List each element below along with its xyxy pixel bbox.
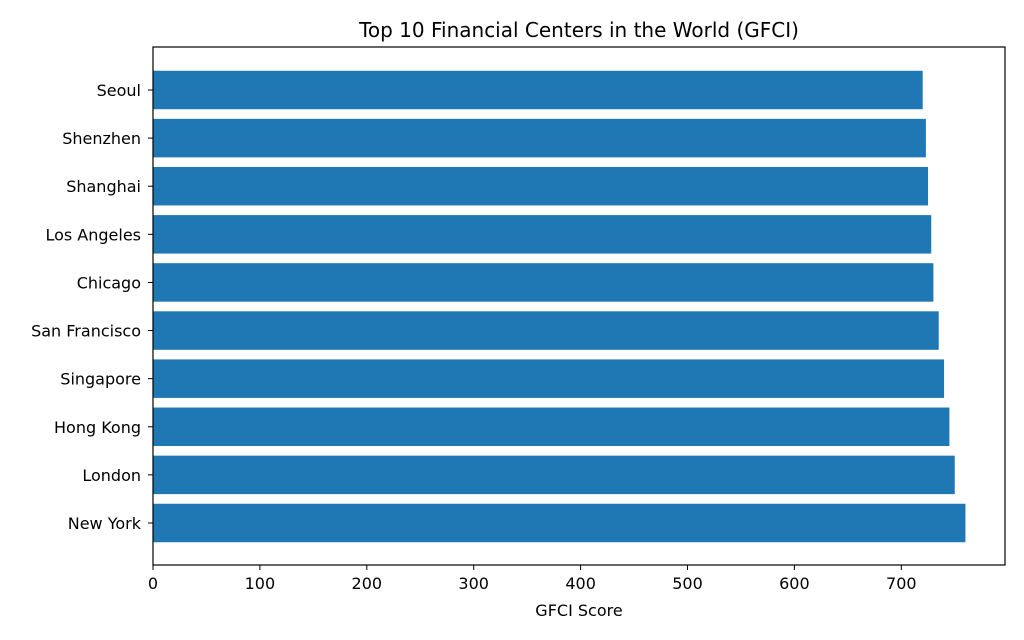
chart-title: Top 10 Financial Centers in the World (G… — [358, 18, 799, 42]
bar-new-york — [153, 503, 966, 543]
bar-shenzhen — [153, 118, 926, 158]
y-tick-label: San Francisco — [31, 322, 141, 341]
y-tick-label: New York — [68, 514, 142, 533]
y-tick-label: Los Angeles — [45, 225, 141, 244]
x-axis-label: GFCI Score — [535, 601, 622, 620]
y-tick-label: Chicago — [77, 273, 141, 292]
y-axis-ticks: New York London Hong Kong Singapore San Fran… — [31, 81, 153, 533]
x-tick-label: 200 — [352, 574, 383, 593]
y-tick-label: Shenzhen — [62, 129, 141, 148]
bar-hong-kong — [153, 407, 950, 447]
x-tick-label: 0 — [148, 574, 158, 593]
bar-chicago — [153, 263, 934, 302]
bar-los-angeles — [153, 215, 932, 254]
bar-seoul — [153, 70, 923, 110]
bar-london — [153, 455, 955, 495]
y-tick-label: Shanghai — [66, 177, 141, 196]
bar-shanghai — [153, 166, 929, 206]
x-tick-label: 400 — [565, 574, 596, 593]
x-tick-label: 700 — [886, 574, 917, 593]
y-tick-label: Seoul — [97, 81, 141, 100]
x-tick-label: 600 — [779, 574, 810, 593]
x-tick-label: 300 — [458, 574, 489, 593]
y-tick-label: London — [82, 466, 141, 485]
plot-frame — [152, 46, 1006, 566]
bars-group — [153, 70, 966, 543]
x-axis-ticks: 0 100 200 300 400 500 600 700 — [148, 565, 917, 593]
y-tick-label: Hong Kong — [54, 418, 141, 437]
x-tick-label: 100 — [245, 574, 276, 593]
bar-san-francisco — [153, 311, 939, 350]
x-tick-label: 500 — [672, 574, 703, 593]
y-tick-label: Singapore — [60, 370, 141, 389]
bar-singapore — [153, 359, 945, 398]
